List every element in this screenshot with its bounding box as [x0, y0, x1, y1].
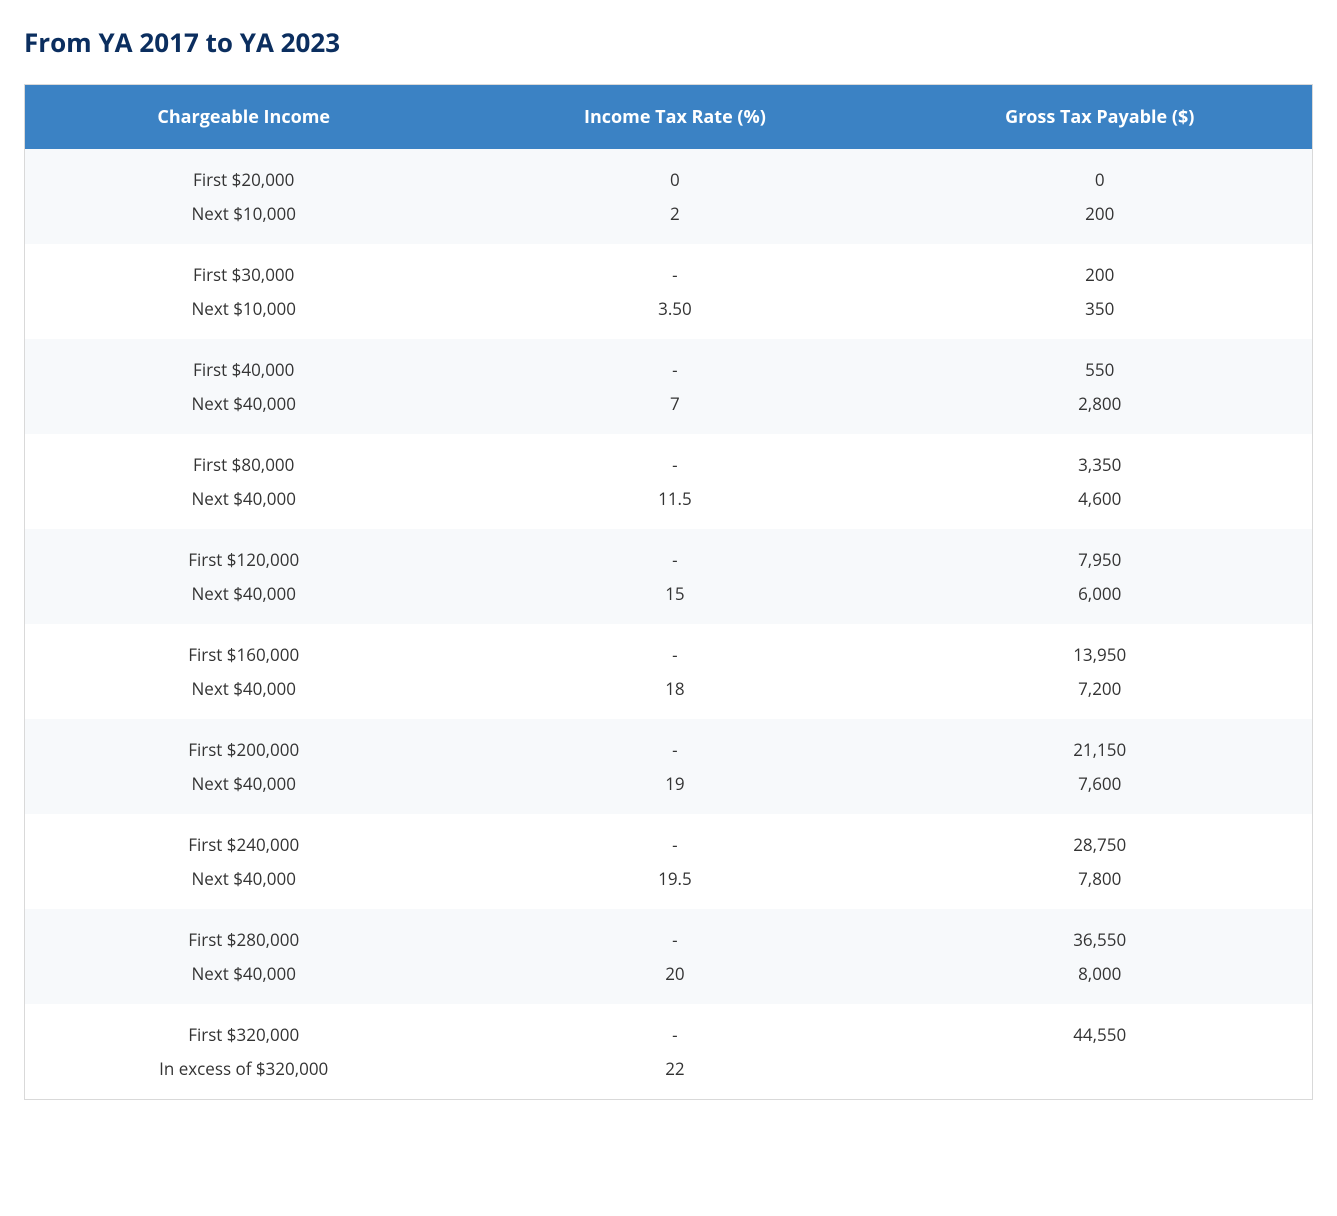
- table-row: First $280,000-36,550: [25, 909, 1313, 957]
- cell-gross-tax-payable: 8,000: [887, 957, 1312, 1005]
- cell-chargeable-income: Next $40,000: [25, 862, 463, 910]
- cell-income-tax-rate: 18: [462, 672, 887, 720]
- cell-gross-tax-payable: 200: [887, 244, 1312, 292]
- cell-gross-tax-payable: 21,150: [887, 719, 1312, 767]
- table-row: First $160,000-13,950: [25, 624, 1313, 672]
- cell-gross-tax-payable: 13,950: [887, 624, 1312, 672]
- table-row: First $40,000-550: [25, 339, 1313, 387]
- cell-income-tax-rate: 3.50: [462, 292, 887, 340]
- cell-gross-tax-payable: 28,750: [887, 814, 1312, 862]
- cell-income-tax-rate: -: [462, 339, 887, 387]
- table-row: First $320,000-44,550: [25, 1004, 1313, 1052]
- cell-gross-tax-payable: 200: [887, 197, 1312, 245]
- table-row: Next $40,000187,200: [25, 672, 1313, 720]
- cell-chargeable-income: First $40,000: [25, 339, 463, 387]
- cell-income-tax-rate: 11.5: [462, 482, 887, 530]
- cell-income-tax-rate: 20: [462, 957, 887, 1005]
- table-row: Next $40,00011.54,600: [25, 482, 1313, 530]
- table-body: First $20,00000Next $10,0002200First $30…: [25, 149, 1313, 1100]
- cell-chargeable-income: First $30,000: [25, 244, 463, 292]
- cell-income-tax-rate: 22: [462, 1052, 887, 1100]
- cell-chargeable-income: First $20,000: [25, 149, 463, 197]
- cell-gross-tax-payable: 44,550: [887, 1004, 1312, 1052]
- table-row: Next $10,0002200: [25, 197, 1313, 245]
- table-row: First $200,000-21,150: [25, 719, 1313, 767]
- cell-gross-tax-payable: 550: [887, 339, 1312, 387]
- table-row: In excess of $320,00022: [25, 1052, 1313, 1100]
- cell-chargeable-income: Next $40,000: [25, 577, 463, 625]
- table-head: Chargeable Income Income Tax Rate (%) Gr…: [25, 85, 1313, 150]
- page-title: From YA 2017 to YA 2023: [24, 24, 1313, 60]
- cell-income-tax-rate: 19.5: [462, 862, 887, 910]
- cell-chargeable-income: First $120,000: [25, 529, 463, 577]
- cell-income-tax-rate: -: [462, 1004, 887, 1052]
- cell-income-tax-rate: 2: [462, 197, 887, 245]
- cell-chargeable-income: First $320,000: [25, 1004, 463, 1052]
- cell-income-tax-rate: -: [462, 529, 887, 577]
- cell-chargeable-income: Next $40,000: [25, 957, 463, 1005]
- cell-income-tax-rate: 15: [462, 577, 887, 625]
- cell-gross-tax-payable: 7,600: [887, 767, 1312, 815]
- cell-chargeable-income: First $200,000: [25, 719, 463, 767]
- header-income-tax-rate: Income Tax Rate (%): [462, 85, 887, 150]
- cell-chargeable-income: Next $40,000: [25, 672, 463, 720]
- cell-income-tax-rate: -: [462, 624, 887, 672]
- cell-income-tax-rate: -: [462, 244, 887, 292]
- cell-gross-tax-payable: 7,200: [887, 672, 1312, 720]
- table-row: Next $10,0003.50350: [25, 292, 1313, 340]
- header-chargeable-income: Chargeable Income: [25, 85, 463, 150]
- cell-chargeable-income: Next $10,000: [25, 197, 463, 245]
- table-row: Next $40,00072,800: [25, 387, 1313, 435]
- cell-income-tax-rate: 7: [462, 387, 887, 435]
- table-row: Next $40,000156,000: [25, 577, 1313, 625]
- cell-income-tax-rate: 0: [462, 149, 887, 197]
- cell-chargeable-income: Next $40,000: [25, 482, 463, 530]
- cell-gross-tax-payable: 2,800: [887, 387, 1312, 435]
- table-row: First $80,000-3,350: [25, 434, 1313, 482]
- table-row: Next $40,00019.57,800: [25, 862, 1313, 910]
- cell-chargeable-income: Next $10,000: [25, 292, 463, 340]
- cell-chargeable-income: Next $40,000: [25, 767, 463, 815]
- table-row: First $240,000-28,750: [25, 814, 1313, 862]
- cell-income-tax-rate: -: [462, 719, 887, 767]
- table-row: First $20,00000: [25, 149, 1313, 197]
- cell-gross-tax-payable: 7,800: [887, 862, 1312, 910]
- cell-income-tax-rate: -: [462, 814, 887, 862]
- cell-gross-tax-payable: 4,600: [887, 482, 1312, 530]
- header-gross-tax-payable: Gross Tax Payable ($): [887, 85, 1312, 150]
- table-row: Next $40,000197,600: [25, 767, 1313, 815]
- table-row: First $30,000-200: [25, 244, 1313, 292]
- cell-gross-tax-payable: 36,550: [887, 909, 1312, 957]
- table-row: First $120,000-7,950: [25, 529, 1313, 577]
- cell-gross-tax-payable: 350: [887, 292, 1312, 340]
- cell-income-tax-rate: -: [462, 909, 887, 957]
- cell-gross-tax-payable: 3,350: [887, 434, 1312, 482]
- cell-gross-tax-payable: [887, 1052, 1312, 1100]
- cell-chargeable-income: First $80,000: [25, 434, 463, 482]
- table-row: Next $40,000208,000: [25, 957, 1313, 1005]
- cell-income-tax-rate: 19: [462, 767, 887, 815]
- cell-chargeable-income: Next $40,000: [25, 387, 463, 435]
- header-row: Chargeable Income Income Tax Rate (%) Gr…: [25, 85, 1313, 150]
- cell-chargeable-income: First $240,000: [25, 814, 463, 862]
- cell-chargeable-income: In excess of $320,000: [25, 1052, 463, 1100]
- tax-rate-table: Chargeable Income Income Tax Rate (%) Gr…: [24, 84, 1313, 1100]
- cell-chargeable-income: First $280,000: [25, 909, 463, 957]
- cell-chargeable-income: First $160,000: [25, 624, 463, 672]
- cell-gross-tax-payable: 0: [887, 149, 1312, 197]
- cell-gross-tax-payable: 6,000: [887, 577, 1312, 625]
- cell-gross-tax-payable: 7,950: [887, 529, 1312, 577]
- cell-income-tax-rate: -: [462, 434, 887, 482]
